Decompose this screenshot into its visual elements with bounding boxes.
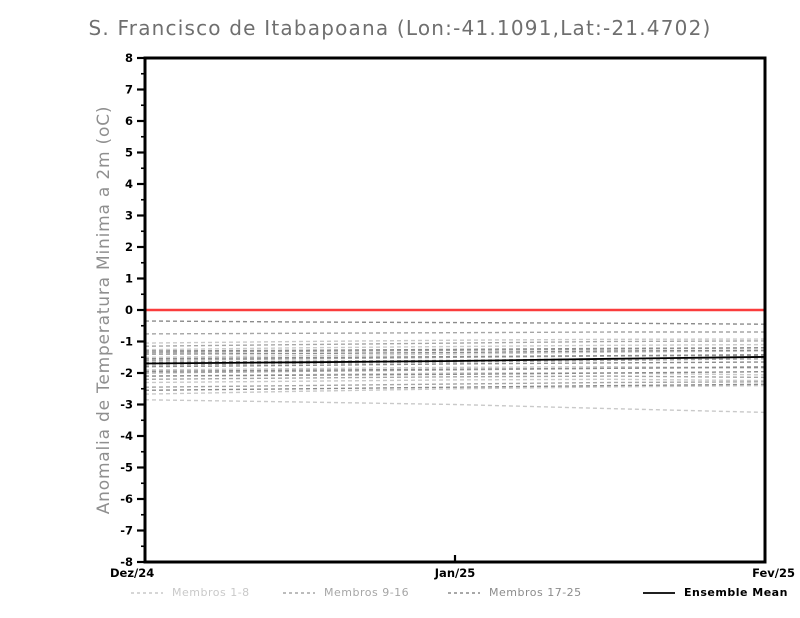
y-tick-label: 0 <box>125 303 133 317</box>
member-line-group-1 <box>144 366 766 371</box>
member-line-group-1 <box>144 399 766 414</box>
y-tick-label: 8 <box>125 51 133 65</box>
y-tick-label: -6 <box>120 492 133 506</box>
x-tick-label: Fev/25 <box>752 566 795 580</box>
x-tick-label: Dez/24 <box>110 566 154 580</box>
chart-legend: Membros 1-8 Membros 9-16 Membros 17-25 Ense… <box>0 586 800 606</box>
legend-label: Membros 9-16 <box>324 586 410 599</box>
legend-label: Ensemble Mean <box>684 586 788 599</box>
member-line-group-3 <box>144 366 766 373</box>
member-line-group-1 <box>144 384 766 395</box>
member-line-group-3 <box>144 349 766 355</box>
y-tick-label: -8 <box>120 555 133 569</box>
legend-dashed-line-sample <box>448 591 480 594</box>
y-tick-label: 3 <box>125 209 133 223</box>
y-tick-label: 2 <box>125 240 133 254</box>
y-tick-label: -1 <box>120 335 133 349</box>
legend-item: Membros 1-8 <box>131 586 250 599</box>
member-line-group-1 <box>144 350 766 358</box>
legend-dashed-line-sample <box>131 591 163 594</box>
member-line-group-1 <box>144 338 766 344</box>
member-line-group-2 <box>144 381 766 388</box>
legend-dashed-line-sample <box>283 591 315 594</box>
y-tick-label: 6 <box>125 114 133 128</box>
member-line-group-2 <box>144 331 765 335</box>
legend-item: Membros 9-16 <box>283 586 409 599</box>
member-line-group-3 <box>144 371 766 377</box>
chart-title: S. Francisco de Itabapoana (Lon:-41.1091… <box>88 16 712 40</box>
member-line-group-2 <box>144 347 766 354</box>
legend-label: Membros 17-25 <box>489 586 582 599</box>
y-tick-label: -5 <box>120 461 133 475</box>
member-line-group-3 <box>144 361 766 368</box>
y-tick-label: 1 <box>125 272 133 286</box>
member-line-group-3 <box>144 347 766 352</box>
y-tick-label: -4 <box>120 429 133 443</box>
legend-item: Membros 17-25 <box>448 586 582 599</box>
legend-solid-line-sample <box>643 591 675 594</box>
legend-item: Ensemble Mean <box>643 586 788 599</box>
member-line-group-1 <box>144 378 766 384</box>
member-line-group-1 <box>144 343 766 351</box>
y-tick-label: 5 <box>125 146 133 160</box>
y-tick-label: -7 <box>120 524 133 538</box>
y-tick-label: 7 <box>125 83 133 97</box>
legend-label: Membros 1-8 <box>172 586 250 599</box>
member-line-group-3 <box>144 320 766 325</box>
member-line-group-3 <box>144 383 766 391</box>
y-tick-label: -2 <box>120 366 133 380</box>
member-line-group-1 <box>144 372 766 377</box>
ensemble-mean-line <box>144 356 766 365</box>
y-tick-label: -3 <box>120 398 133 412</box>
x-tick-label: Jan/25 <box>434 566 475 580</box>
y-tick-label: 4 <box>125 177 133 191</box>
member-line-group-2 <box>144 375 766 380</box>
member-line-group-2 <box>144 358 766 366</box>
member-line-group-2 <box>144 340 766 347</box>
member-line-group-3 <box>144 354 766 360</box>
